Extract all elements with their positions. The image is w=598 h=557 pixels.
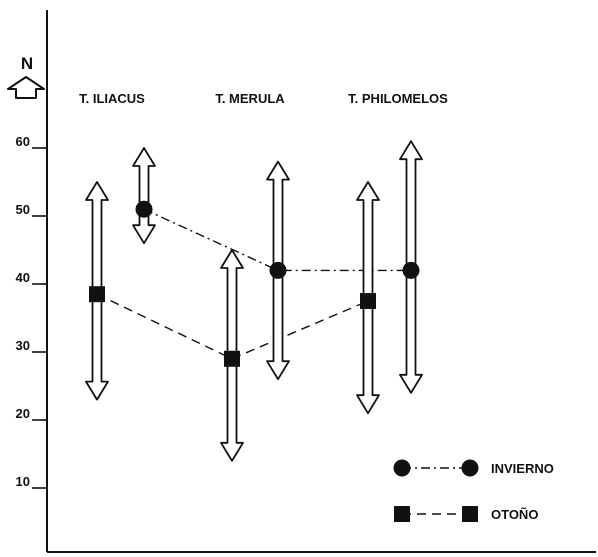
data-point-square (360, 293, 376, 309)
y-tick-label: 30 (16, 338, 30, 353)
y-tick-label: 10 (16, 474, 30, 489)
y-ticks: 10 20 30 40 50 60 (16, 134, 47, 489)
y-axis-label: N (21, 54, 33, 73)
y-tick-label: 50 (16, 202, 30, 217)
group-labels: T. ILIACUS T. MERULA T. PHILOMELOS (79, 91, 448, 106)
y-tick-label: 60 (16, 134, 30, 149)
legend-marker-square (462, 506, 478, 522)
range-arrow (132, 147, 156, 245)
y-tick-label: 40 (16, 270, 30, 285)
legend-marker-square (394, 506, 410, 522)
legend-label: INVIERNO (491, 461, 554, 476)
series-markers (89, 200, 420, 367)
group-label: T. ILIACUS (79, 91, 145, 106)
axes (46, 10, 596, 553)
data-point-circle (402, 261, 420, 279)
up-arrow-icon (7, 76, 45, 99)
group-label: T. MERULA (215, 91, 285, 106)
legend-marker-circle (461, 459, 479, 477)
legend-label: OTOÑO (491, 507, 538, 522)
data-point-square (89, 286, 105, 303)
data-point-square (224, 350, 240, 367)
data-point-circle (135, 200, 153, 218)
data-point-circle (269, 261, 287, 279)
legend: INVIERNO OTOÑO (393, 459, 554, 522)
y-tick-label: 20 (16, 406, 30, 421)
y-axis-label-group: N (7, 54, 45, 99)
group-label: T. PHILOMELOS (348, 91, 448, 106)
legend-marker-circle (393, 459, 411, 477)
series-line (96, 293, 369, 360)
